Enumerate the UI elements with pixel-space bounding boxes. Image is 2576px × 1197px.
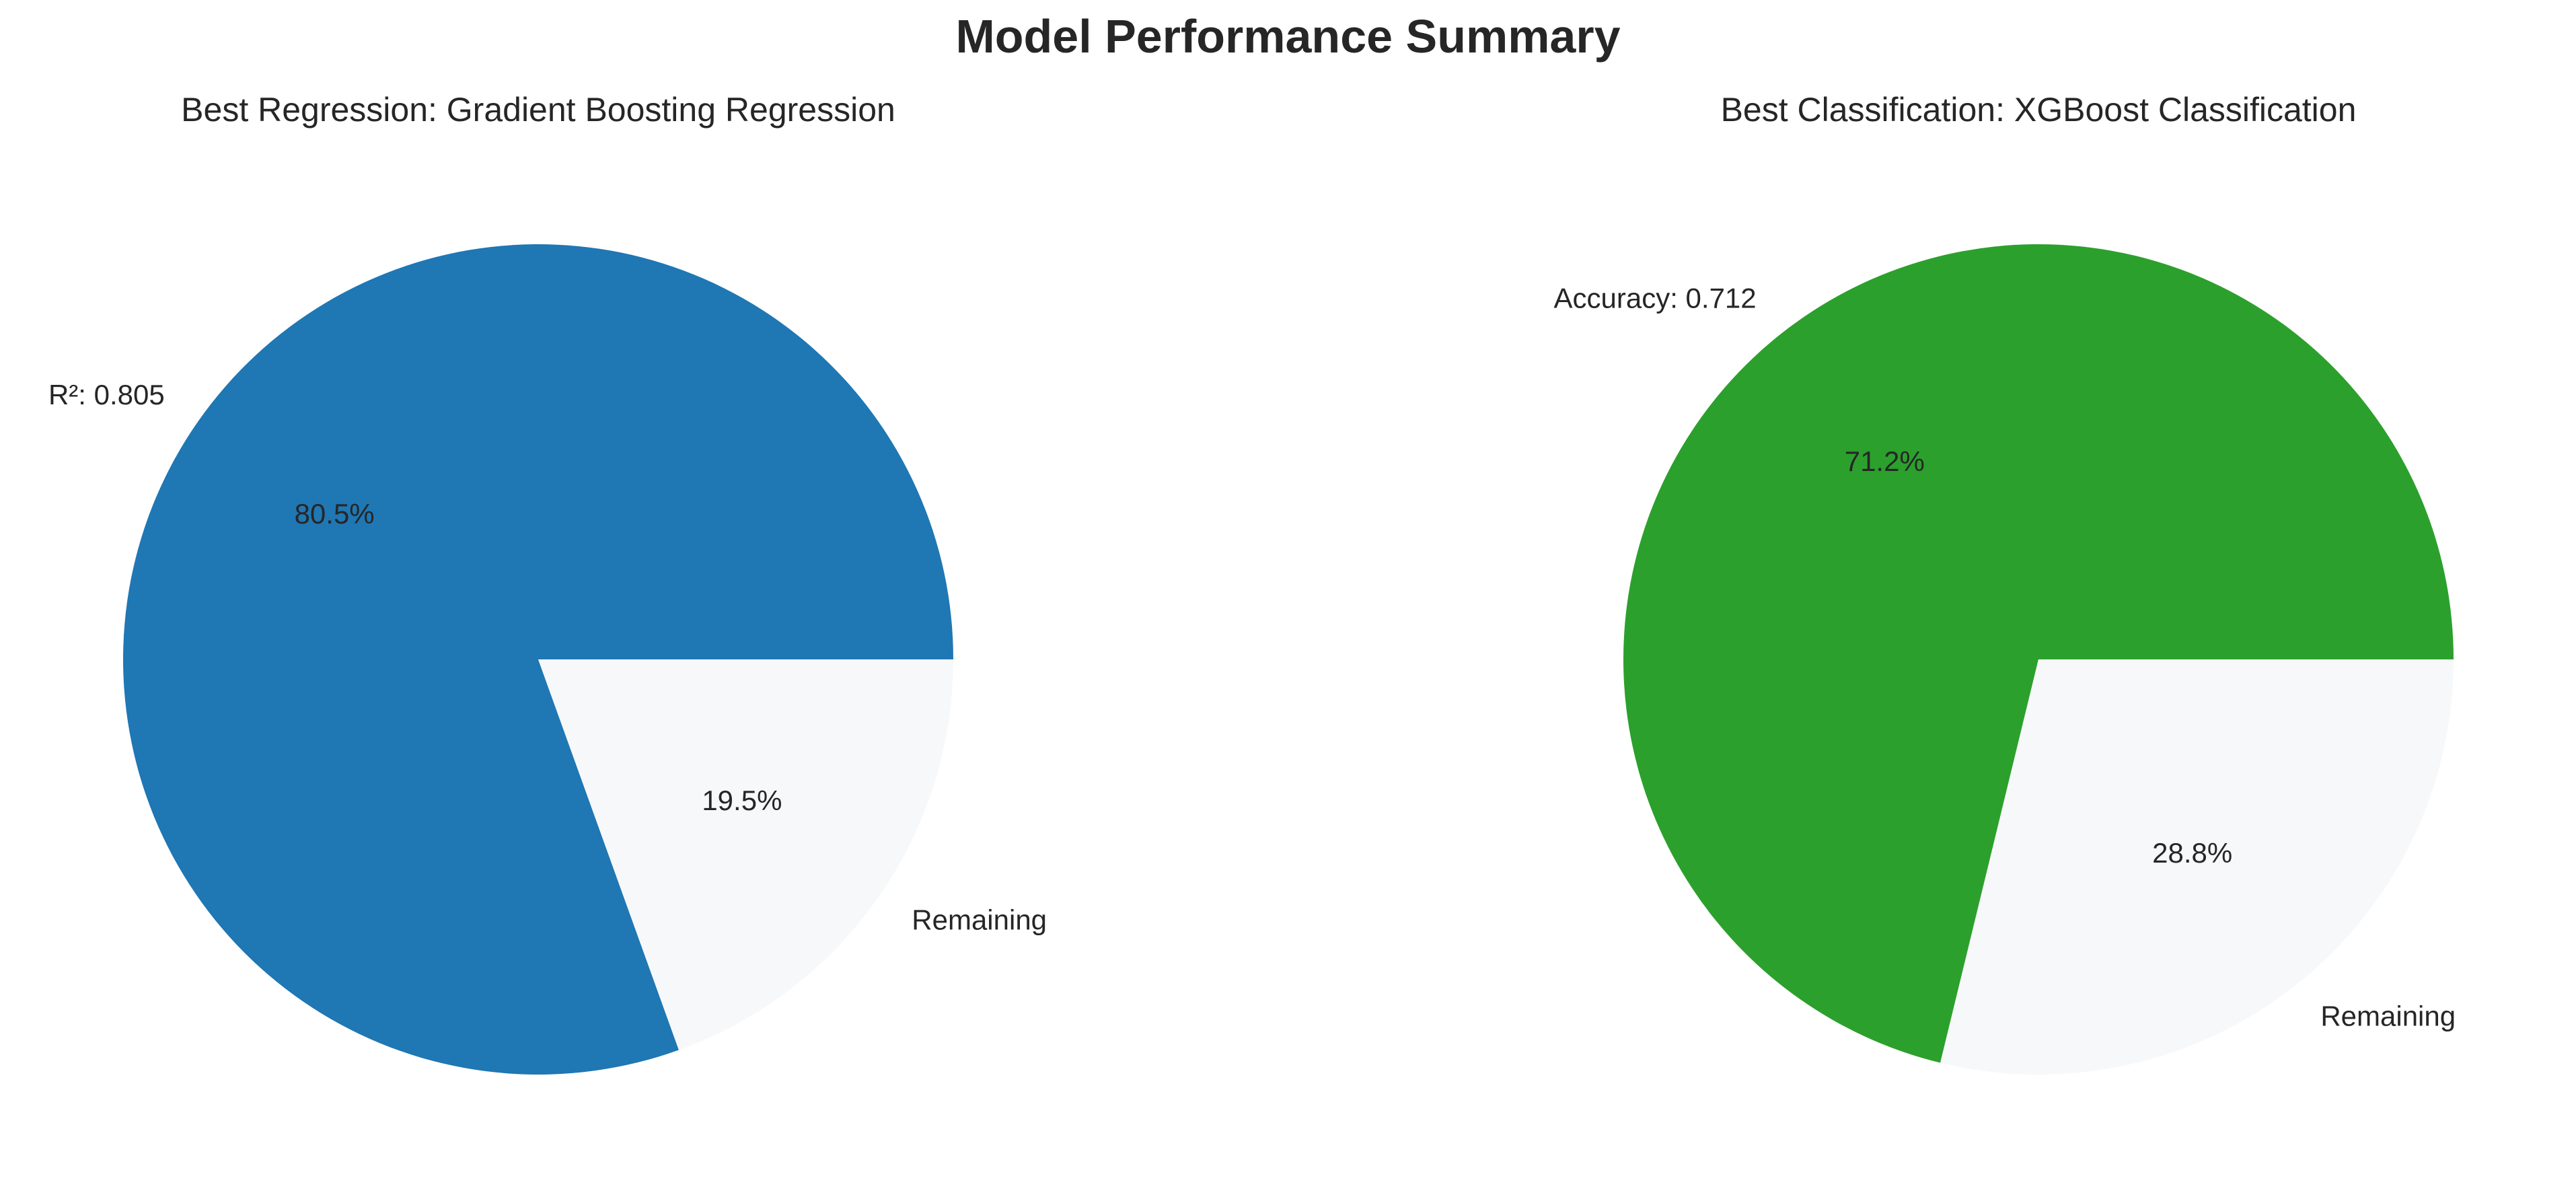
regression-r2-slice	[122, 244, 954, 1075]
regression-remaining-slice-percent: 19.5%	[702, 785, 782, 816]
classification-accuracy-slice	[1623, 244, 2454, 1063]
regression-pie-chart: Best Regression: Gradient Boosting Regre…	[48, 91, 1047, 1075]
regression-remaining-slice-label: Remaining	[912, 904, 1047, 935]
classification-accuracy-slice-label: Accuracy: 0.712	[1553, 282, 1756, 314]
regression-r2-slice-label: R²: 0.805	[48, 379, 165, 410]
classification-pie-chart: Best Classification: XGBoost Classificat…	[1553, 91, 2456, 1075]
classification-chart-title: Best Classification: XGBoost Classificat…	[1721, 91, 2357, 129]
regression-chart-title: Best Regression: Gradient Boosting Regre…	[181, 91, 895, 129]
regression-r2-slice-percent: 80.5%	[295, 498, 375, 530]
classification-remaining-slice	[1940, 659, 2454, 1075]
classification-remaining-slice-percent: 28.8%	[2152, 837, 2232, 869]
classification-accuracy-slice-percent: 71.2%	[1845, 445, 1925, 477]
regression-remaining-slice	[538, 659, 953, 1050]
classification-remaining-slice-label: Remaining	[2320, 1001, 2456, 1032]
figure-title: Model Performance Summary	[955, 10, 1620, 63]
